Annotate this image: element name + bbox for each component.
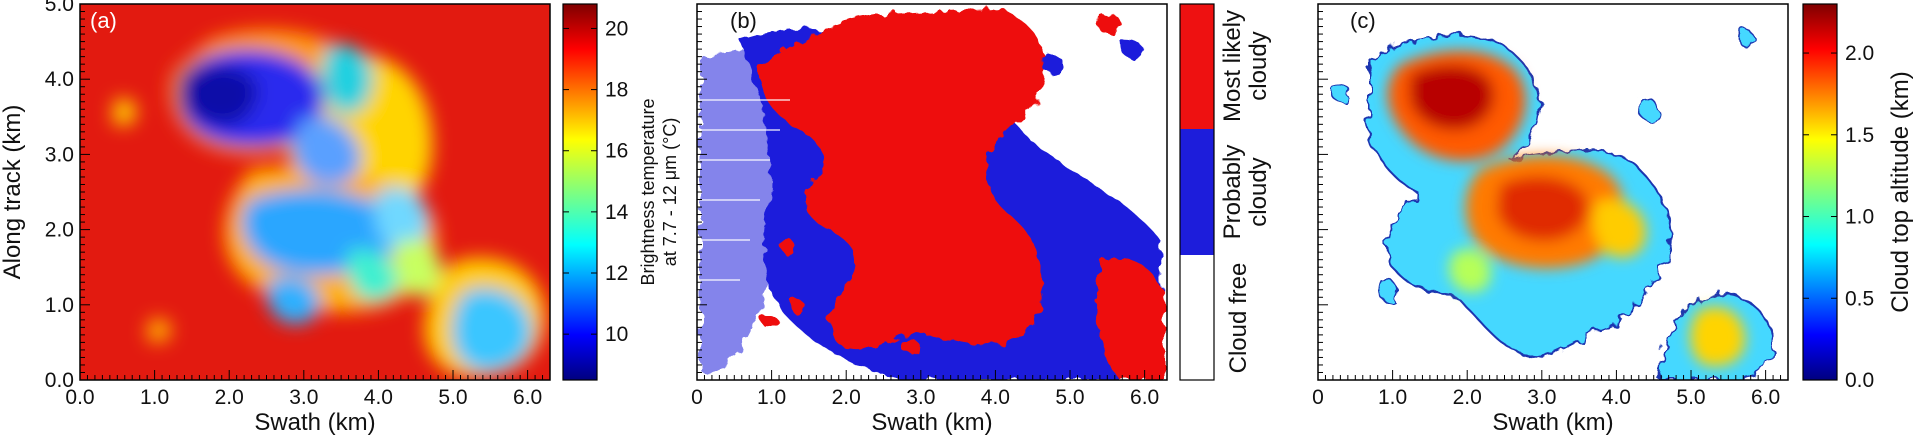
colorbar-tick-label: 1.0 [1845,206,1874,229]
legend-swatch-probably [1180,129,1214,255]
colorbar-tick-label: 14 [605,201,629,224]
colorbar-c: 0.0 0.5 1.0 1.5 2.0 Cloud top altitude (km) [1802,3,1914,392]
x-tick-label: 3.0 [289,386,318,409]
x-tick-label: 4.0 [1602,386,1631,409]
x-tick-label: 0 [1312,386,1324,409]
x-tick-label: 6.0 [1130,386,1159,409]
legend-label-most-likely-2: cloudy [1245,31,1272,100]
colorbar-ticks-c: 0.0 0.5 1.0 1.5 2.0 [1803,42,1874,392]
y-tick-label: 5.0 [45,0,74,16]
y-tick-label: 1.0 [45,294,74,317]
colorbar-label-a-line2: at 7.7 - 12 μm (°C) [660,118,680,267]
x-tick-label: 6.0 [1751,386,1780,409]
y-axis-label-a: Along track (km) [0,105,26,280]
colorbar-tick-label: 18 [605,79,628,102]
x-tick-label: 3.0 [1527,386,1556,409]
colorbar-tick-label: 0.5 [1845,287,1874,310]
x-tick-label: 0 [691,386,703,409]
x-tick-label: 4.0 [364,386,393,409]
x-axis-label-c: Swath (km) [1492,409,1613,436]
colorbar-tick-label: 1.5 [1845,124,1874,147]
brightness-temperature-heatmap [80,4,550,380]
x-axis-label-a: Swath (km) [254,409,375,436]
y-tick-label: 0.0 [45,369,74,392]
x-tick-label: 5.0 [1055,386,1084,409]
legend-swatch-cloud-free [1180,255,1214,380]
x-tick-label: 0.0 [65,386,94,409]
x-tick-label: 1.0 [1378,386,1407,409]
x-tick-label: 2.0 [215,386,244,409]
y-tick-label: 3.0 [45,143,74,166]
axis-ticks-a: 0.0 1.0 2.0 3.0 4.0 5.0 6.0 0.0 1.0 2.0 3.0 4.0 5.0 [45,0,551,409]
colorbar-tick-label: 10 [605,323,628,346]
colorbar-tick-label: 16 [605,140,628,163]
colorbar-ticks-a: 10 12 14 16 18 20 [563,17,629,346]
panel-label-a: (a) [90,8,117,33]
x-tick-label: 6.0 [513,386,542,409]
x-tick-label: 2.0 [1453,386,1482,409]
axis-ticks-c: 0 1.0 2.0 3.0 4.0 5.0 6.0 [1312,3,1789,409]
axis-ticks-b: 0 1.0 2.0 3.0 4.0 5.0 6.0 [691,3,1168,409]
legend-label-cloud-free: Cloud free [1225,263,1252,374]
x-tick-label: 2.0 [832,386,861,409]
colorbar-tick-label: 12 [605,262,628,285]
panel-a: (a) 0.0 1.0 2.0 3.0 4.0 5.0 6.0 0.0 1.0 2.0 3.0 4.0… [0,0,680,436]
panel-label-b: (b) [730,8,757,33]
y-tick-label: 2.0 [45,219,74,242]
x-tick-label: 3.0 [906,386,935,409]
panel-b: (b) 0 1.0 2.0 3.0 4.0 5.0 6.0 Swath (km) Most … [691,3,1272,436]
colorbar-tick-label: 2.0 [1845,42,1874,65]
legend-swatch-most-likely [1180,4,1214,129]
panel-label-c: (c) [1350,8,1376,33]
x-tick-label: 4.0 [981,386,1010,409]
legend-label-probably-2: cloudy [1245,157,1272,226]
x-tick-label: 5.0 [1676,386,1705,409]
category-legend-b: Most likely cloudy Probably cloudy Cloud… [1179,3,1272,381]
x-tick-label: 1.0 [757,386,786,409]
x-tick-label: 5.0 [438,386,467,409]
legend-label-most-likely-1: Most likely [1219,10,1246,122]
colorbar-tick-label: 0.0 [1845,369,1874,392]
colorbar-tick-label: 20 [605,17,628,40]
colorbar-label-c: Cloud top altitude (km) [1887,71,1914,312]
panel-c: (c) 0 1.0 2.0 3.0 4.0 5.0 6.0 Swath (km) 0.00.… [1312,3,1914,436]
cloud-mask-map [697,4,1167,380]
colorbar-a: 10 12 14 16 18 20 Brightness temperature at 7… [562,3,680,381]
cloud-top-altitude-map [1318,4,1788,380]
colorbar-label-a-line1: Brightness temperature [638,98,658,285]
legend-label-probably-1: Probably [1219,145,1246,240]
x-tick-label: 1.0 [140,386,169,409]
x-axis-label-b: Swath (km) [871,409,992,436]
y-tick-label: 4.0 [45,68,74,91]
